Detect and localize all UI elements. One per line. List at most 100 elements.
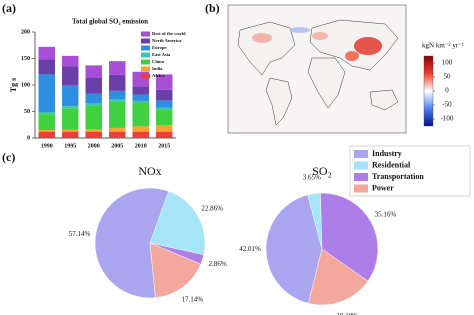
coldspot	[290, 27, 310, 33]
legend-label: North America	[152, 38, 182, 43]
bar-segment	[109, 127, 126, 132]
bar-segment	[38, 114, 55, 131]
bar-segment	[156, 89, 173, 101]
bar-segment	[62, 129, 79, 132]
legend-swatch	[141, 73, 150, 79]
legend-swatch	[354, 161, 368, 170]
bar-segment	[132, 102, 149, 127]
legend-label: Rest of the world	[152, 31, 186, 36]
colorbar	[423, 55, 434, 127]
y-tick-label: 150	[21, 56, 30, 62]
legend-swatch	[141, 31, 150, 37]
data-label: 42.01%	[239, 245, 261, 253]
y-axis-label: Tg s	[9, 78, 18, 92]
legend-label: Transportation	[372, 172, 424, 181]
pie-slice	[149, 242, 202, 299]
pie-slice	[149, 190, 206, 256]
pie-title: NOx	[138, 164, 161, 178]
bar-segment	[62, 85, 79, 107]
africa	[307, 57, 346, 109]
bar-segment	[132, 100, 149, 103]
bar-segment	[156, 107, 173, 110]
bar-segment	[109, 61, 126, 75]
legend-label: Residential	[372, 160, 411, 169]
legend-label: Industry	[372, 149, 402, 158]
legend-label: Africa	[152, 73, 165, 78]
hotspot	[252, 33, 272, 43]
bar-segment	[38, 130, 55, 132]
hotspot	[345, 51, 359, 61]
bar-segment	[38, 59, 55, 75]
data-label: 3.65%	[303, 173, 321, 181]
bar-segment	[109, 74, 126, 91]
chart-title: Total global SO₂ emission	[72, 18, 148, 26]
legend-swatch	[141, 52, 150, 58]
pie-slice	[308, 248, 369, 306]
bar-segment	[38, 112, 55, 115]
panel-label: (a)	[2, 1, 16, 15]
legend-label: India	[152, 66, 163, 71]
y-tick-label: 0	[27, 135, 30, 141]
bar-segment	[62, 131, 79, 138]
y-tick-label: 200	[21, 29, 30, 35]
bar-segment	[132, 131, 149, 138]
x-tick-label: 1995	[64, 143, 76, 149]
south-america	[265, 77, 293, 126]
legend-frame	[349, 145, 471, 197]
bar-segment	[156, 100, 173, 108]
bar-segment	[109, 101, 126, 128]
legend-label: Power	[372, 183, 394, 192]
legend-label: Europe	[152, 45, 166, 50]
bar-segment	[62, 108, 79, 130]
bar-segment	[132, 94, 149, 101]
y-tick-label: 100	[21, 82, 30, 88]
bar-segment	[62, 55, 79, 67]
bar-segment	[85, 131, 102, 138]
legend-swatch	[354, 173, 368, 181]
bar-segment	[85, 93, 102, 104]
pie-slice	[94, 187, 170, 299]
data-label: 19.18%	[336, 312, 358, 315]
bar-segment	[38, 46, 55, 60]
bar-segment	[109, 90, 126, 100]
bar-segment	[156, 109, 173, 126]
map	[227, 4, 407, 134]
x-tick-label: 2010	[135, 143, 147, 149]
bar-segment	[156, 131, 173, 138]
legend-label: East Asia	[152, 52, 171, 57]
legend-swatch	[141, 38, 150, 44]
colorbar-tick-label: 100	[442, 59, 453, 67]
colorbar-label: kgN km⁻² yr⁻¹	[422, 42, 464, 50]
x-tick-label: 2005	[111, 143, 123, 149]
bar-segment	[38, 74, 55, 113]
bar-segment	[156, 125, 173, 132]
bar-segment	[132, 126, 149, 132]
north-america	[237, 21, 296, 76]
data-label: 22.86%	[201, 204, 223, 212]
x-tick-label: 2000	[88, 143, 100, 149]
hotspot	[312, 32, 328, 40]
legend-swatch	[354, 184, 368, 193]
y-tick-label: 50	[24, 109, 30, 115]
eurasia	[309, 19, 399, 71]
bar-segment	[109, 99, 126, 102]
bar-segment	[85, 77, 102, 94]
colorbar-tick-label: -100	[441, 115, 454, 123]
pie-slice	[320, 192, 379, 282]
legend-swatch	[354, 150, 368, 158]
bar-segment	[132, 86, 149, 95]
x-tick-label: 2015	[158, 143, 170, 149]
bar-segment	[85, 128, 102, 132]
australia	[369, 89, 399, 111]
pie-title: SO₂	[312, 164, 332, 178]
legend-swatch	[141, 45, 150, 51]
panel-label: (c)	[2, 150, 15, 164]
data-label: 2.86%	[209, 260, 227, 268]
colorbar-tick-label: 50	[444, 73, 452, 81]
bar-segment	[38, 131, 55, 138]
bar-segment	[85, 65, 102, 78]
bar-segment	[85, 105, 102, 129]
hotspot	[354, 37, 382, 55]
data-label: 57.14%	[69, 230, 91, 238]
